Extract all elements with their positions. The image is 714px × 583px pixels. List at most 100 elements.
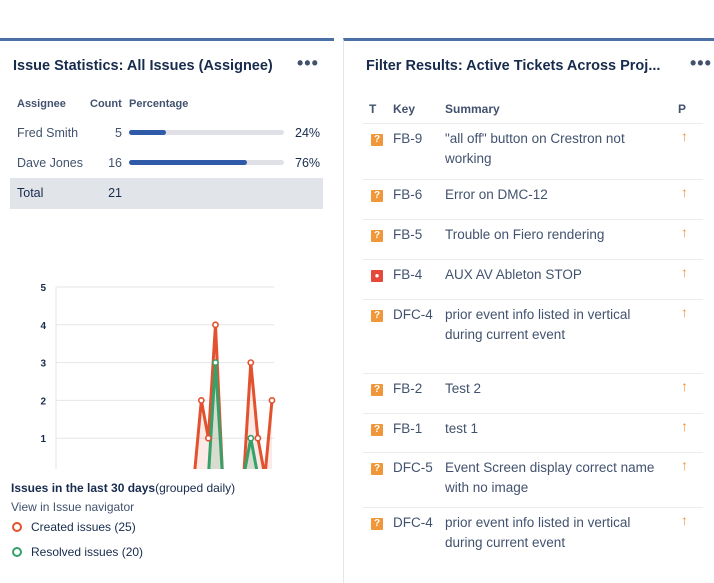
issue-row[interactable]: ? FB-5 Trouble on Fiero rendering ↑ bbox=[363, 221, 703, 261]
issue-summary-link[interactable]: prior event info listed in vertical duri… bbox=[445, 307, 631, 342]
question-icon: ? bbox=[371, 230, 383, 242]
y-tick-label: 2 bbox=[40, 396, 46, 407]
created-data-point bbox=[247, 359, 255, 366]
issue-row[interactable]: ? DFC-4 prior event info listed in vertica… bbox=[363, 509, 703, 565]
panel-gap bbox=[334, 38, 343, 583]
priority-arrow-icon: ↑ bbox=[681, 128, 688, 144]
created-data-point bbox=[212, 321, 219, 329]
issue-key-link[interactable]: FB-1 bbox=[393, 421, 423, 436]
resolved-data-point bbox=[212, 359, 219, 366]
issue-row[interactable]: ● FB-4 AUX AV Ableton STOP ↑ bbox=[363, 261, 703, 301]
bug-icon: ● bbox=[371, 270, 383, 282]
priority-arrow-icon: ↑ bbox=[681, 378, 688, 394]
issue-key-link[interactable]: FB-5 bbox=[393, 227, 423, 242]
issue-key-link[interactable]: FB-6 bbox=[393, 187, 423, 202]
row-divider bbox=[363, 452, 703, 453]
priority-arrow-icon: ↑ bbox=[681, 418, 688, 434]
issue-key-link[interactable]: FB-4 bbox=[393, 267, 423, 282]
created-legend-marker-icon bbox=[12, 522, 22, 532]
question-icon: ? bbox=[371, 518, 383, 530]
priority-arrow-icon: ↑ bbox=[681, 184, 688, 200]
issue-key-link[interactable]: DFC-5 bbox=[393, 460, 433, 475]
created-data-point bbox=[268, 396, 276, 404]
issue-row[interactable]: ? FB-1 test 1 ↑ bbox=[363, 415, 703, 454]
issue-row[interactable]: ? FB-2 Test 2 ↑ bbox=[363, 375, 703, 415]
legend-resolved: Resolved issues (20) bbox=[12, 545, 143, 559]
row-divider bbox=[363, 413, 703, 414]
chart-legend-title: Issues in the last 30 days(grouped daily… bbox=[11, 481, 236, 495]
col-count-header[interactable]: Count bbox=[90, 98, 122, 110]
resolved-legend-marker-icon bbox=[12, 547, 22, 557]
priority-arrow-icon: ↑ bbox=[681, 457, 688, 473]
resolved-series-line bbox=[207, 361, 259, 469]
issue-summary-link[interactable]: prior event info listed in vertical duri… bbox=[445, 515, 631, 550]
col-key-header[interactable]: Key bbox=[393, 102, 416, 116]
issue-row[interactable]: ? DFC-5 Event Screen display correct name … bbox=[363, 454, 703, 509]
issue-summary-link[interactable]: Trouble on Fiero rendering bbox=[445, 227, 605, 242]
stats-panel-menu-button[interactable]: ••• bbox=[297, 53, 319, 73]
created-data-point bbox=[204, 434, 212, 442]
created-data-point bbox=[254, 434, 262, 442]
row-divider bbox=[363, 373, 703, 374]
total-label: Total bbox=[17, 186, 44, 200]
assignee-link[interactable]: Dave Jones bbox=[17, 156, 84, 170]
percentage-bar-fill bbox=[129, 160, 247, 165]
issue-key-link[interactable]: DFC-4 bbox=[393, 307, 433, 322]
y-tick-label: 4 bbox=[40, 321, 46, 332]
issue-row[interactable]: ? FB-9 "all off" button on Crestron not wo… bbox=[363, 125, 703, 181]
issue-summary-link[interactable]: "all off" button on Crestron not working bbox=[445, 131, 625, 166]
issue-key-link[interactable]: FB-2 bbox=[393, 381, 423, 396]
percentage-bar bbox=[129, 160, 284, 165]
row-divider bbox=[363, 299, 703, 300]
priority-arrow-icon: ↑ bbox=[681, 512, 688, 528]
col-summary-header[interactable]: Summary bbox=[445, 102, 500, 116]
total-count: 21 bbox=[108, 186, 122, 200]
count-link[interactable]: 5 bbox=[115, 126, 122, 140]
issue-statistics-panel: Issue Statistics: All Issues (Assignee) … bbox=[0, 38, 334, 583]
col-type-header[interactable]: T bbox=[369, 102, 377, 116]
question-icon: ? bbox=[371, 134, 383, 146]
percentage-label: 76% bbox=[295, 156, 321, 170]
row-divider bbox=[363, 259, 703, 260]
resolved-data-point bbox=[247, 434, 255, 442]
issues-line-chart: 01234518 Sep 201902 Oct 201916 Oct 2019 bbox=[40, 283, 276, 469]
filter-results-panel: Filter Results: Active Tickets Across Pr… bbox=[343, 38, 714, 583]
question-icon: ? bbox=[371, 384, 383, 396]
issue-summary-link[interactable]: Error on DMC-12 bbox=[445, 187, 548, 202]
stats-row: Fred Smith 5 24% bbox=[10, 118, 323, 148]
row-divider bbox=[363, 507, 703, 508]
row-divider bbox=[363, 179, 703, 180]
col-assignee-header[interactable]: Assignee bbox=[17, 98, 66, 110]
series-area bbox=[194, 324, 272, 469]
stats-panel-title: Issue Statistics: All Issues (Assignee) bbox=[13, 58, 273, 74]
issue-row[interactable]: ? DFC-4 prior event info listed in vertica… bbox=[363, 301, 703, 375]
issue-navigator-link[interactable]: View in Issue navigator bbox=[11, 500, 135, 514]
filter-panel-menu-button[interactable]: ••• bbox=[690, 53, 712, 73]
issue-summary-link[interactable]: Test 2 bbox=[445, 381, 482, 396]
col-priority-header[interactable]: P bbox=[678, 102, 687, 116]
priority-arrow-icon: ↑ bbox=[681, 264, 688, 280]
question-icon: ? bbox=[371, 190, 383, 202]
percentage-bar bbox=[129, 130, 284, 135]
created-data-point bbox=[197, 396, 205, 404]
issue-summary-link[interactable]: Event Screen display correct name with n… bbox=[445, 460, 655, 495]
issue-summary-link[interactable]: test 1 bbox=[445, 421, 479, 436]
count-link[interactable]: 16 bbox=[108, 156, 122, 170]
priority-arrow-icon: ↑ bbox=[681, 304, 688, 320]
issue-key-link[interactable]: DFC-4 bbox=[393, 515, 433, 530]
stats-row: Dave Jones 16 76% bbox=[10, 148, 323, 178]
y-tick-label: 5 bbox=[40, 283, 46, 294]
legend-created: Created issues (25) bbox=[12, 520, 136, 534]
issue-key-link[interactable]: FB-9 bbox=[393, 131, 423, 146]
filter-panel-title: Filter Results: Active Tickets Across Pr… bbox=[366, 58, 661, 74]
stats-total-row: Total 21 bbox=[10, 178, 323, 209]
issue-summary-link[interactable]: AUX AV Ableton STOP bbox=[445, 267, 582, 282]
issue-row[interactable]: ? FB-6 Error on DMC-12 ↑ bbox=[363, 181, 703, 221]
question-icon: ? bbox=[371, 463, 383, 475]
created-series-line bbox=[193, 323, 274, 469]
assignee-link[interactable]: Fred Smith bbox=[17, 126, 79, 140]
y-tick-label: 3 bbox=[40, 359, 46, 370]
priority-arrow-icon: ↑ bbox=[681, 224, 688, 240]
question-icon: ? bbox=[371, 424, 383, 436]
col-percentage-header[interactable]: Percentage bbox=[129, 98, 189, 110]
